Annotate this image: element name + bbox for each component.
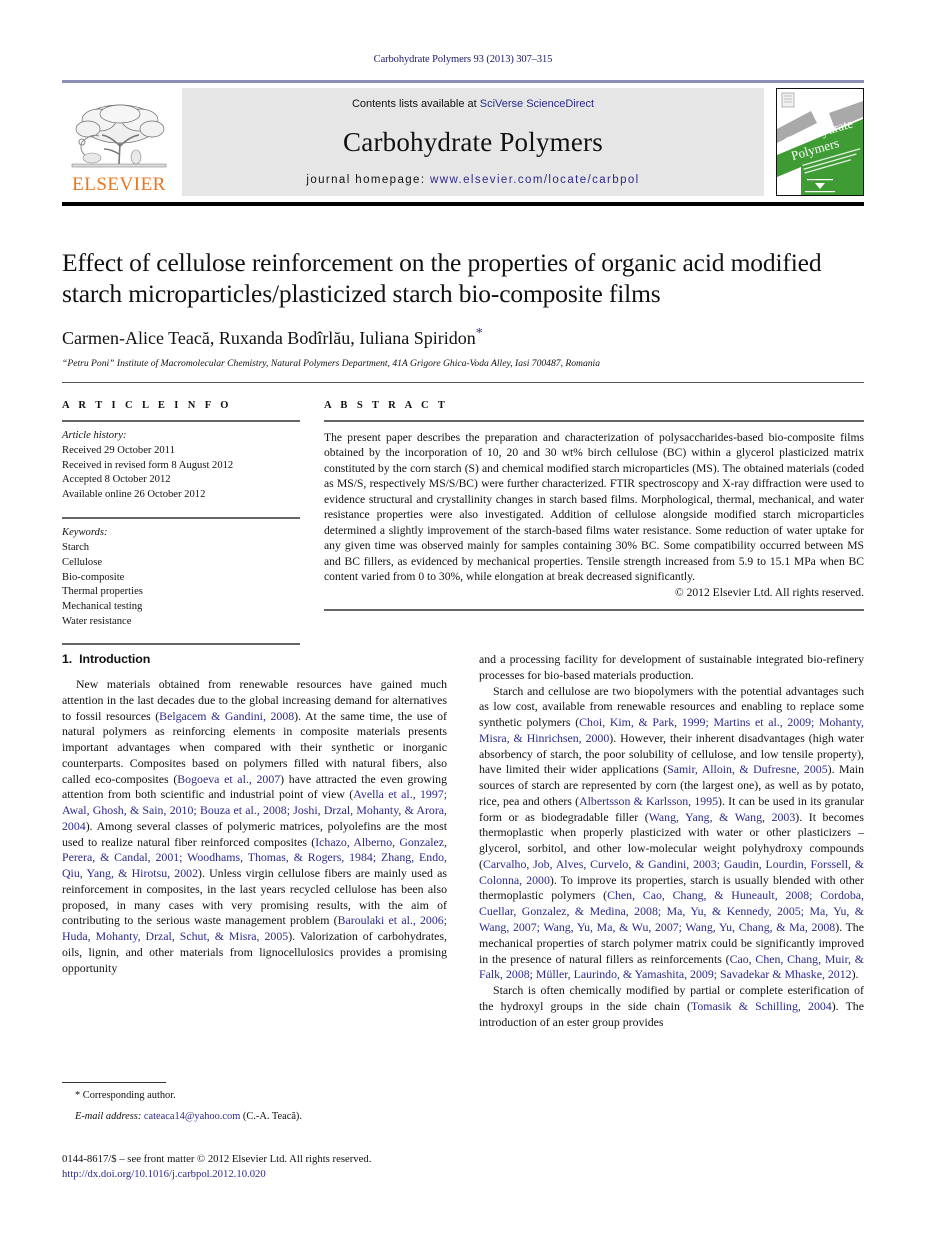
footnote-rule: [62, 1082, 166, 1083]
corresponding-author-marker: *: [475, 325, 483, 341]
page-footer: 0144-8617/$ – see front matter © 2012 El…: [62, 1152, 562, 1183]
journal-banner: Contents lists available at SciVerse Sci…: [182, 88, 764, 196]
body-columns: 1. Introduction New materials obtained fr…: [62, 652, 864, 1030]
article-info-bottom-rule: [62, 642, 300, 645]
title-divider: [62, 381, 864, 383]
keyword-item: Bio-composite: [62, 571, 125, 583]
footnote-email-line: E-mail address: cateaca14@yahoo.com (C.-…: [62, 1110, 447, 1125]
abstract-column: A B S T R A C T The present paper descri…: [324, 400, 864, 645]
journal-homepage-line: journal homepage: www.elsevier.com/locat…: [306, 174, 639, 186]
abstract-copyright: © 2012 Elsevier Ltd. All rights reserved…: [674, 585, 864, 599]
history-item: Accepted 8 October 2012: [62, 474, 171, 486]
sciencedirect-link[interactable]: SciVerse ScienceDirect: [479, 98, 595, 110]
article-info-heading: A R T I C L E I N F O: [62, 400, 232, 411]
keyword-item: Cellulose: [62, 556, 103, 568]
doi-link[interactable]: http://dx.doi.org/10.1016/j.carbpol.2012…: [62, 1168, 266, 1181]
keyword-item: Water resistance: [62, 616, 132, 628]
body-column-right: and a processing facility for developmen…: [479, 652, 864, 1030]
journal-masthead: ELSEVIER Contents lists available at Sci…: [62, 80, 864, 206]
footnote-corresponding: * Corresponding author.: [75, 1090, 176, 1101]
homepage-label: journal homepage:: [306, 174, 426, 186]
contents-line: Contents lists available at SciVerse Sci…: [352, 98, 594, 110]
title-block: Effect of cellulose reinforcement on the…: [62, 248, 864, 383]
paragraph: Starch and cellulose are two biopolymers…: [479, 683, 865, 982]
info-abstract-area: A R T I C L E I N F O Article history: R…: [62, 400, 864, 645]
elsevier-tree-icon: [66, 102, 172, 174]
keyword-item: Starch: [62, 541, 90, 553]
keywords-label: Keywords:: [62, 527, 108, 539]
homepage-url-link[interactable]: www.elsevier.com/locate/carbpol: [430, 174, 640, 186]
abstract-rule: [324, 420, 864, 422]
abstract-bottom-rule: [324, 608, 864, 611]
abstract-heading: A B S T R A C T: [324, 400, 449, 411]
section-title: Introduction: [79, 652, 151, 666]
section-heading-introduction: 1. Introduction: [62, 652, 447, 666]
paragraph: Starch is often chemically modified by p…: [479, 983, 864, 1029]
email-link[interactable]: cateaca14@yahoo.com: [143, 1110, 241, 1122]
section-number: 1.: [62, 652, 73, 666]
author-list: Carmen-Alice Teacă, Ruxanda Bodîrlău, Iu…: [62, 326, 864, 349]
keywords-list: Keywords: Starch Cellulose Bio-composite…: [62, 526, 300, 630]
email-suffix: (C.-A. Teacă).: [242, 1110, 302, 1122]
elsevier-wordmark: ELSEVIER: [72, 174, 166, 195]
masthead-top-rule: [62, 80, 864, 83]
affiliation: “Petru Poni” Institute of Macromolecular…: [62, 357, 601, 369]
history-item: Received in revised form 8 August 2012: [62, 459, 234, 471]
article-info-column: A R T I C L E I N F O Article history: R…: [62, 400, 300, 645]
history-item: Received 29 October 2011: [62, 444, 175, 456]
keywords-top-rule: [62, 517, 300, 520]
elsevier-logo: ELSEVIER: [62, 88, 176, 196]
article-info-rule: [62, 420, 300, 422]
keyword-item: Mechanical testing: [62, 601, 143, 613]
running-head: Carbohydrate Polymers 93 (2013) 307–315: [373, 54, 553, 65]
masthead-bottom-rule: [62, 202, 864, 206]
body-column-left: 1. Introduction New materials obtained fr…: [62, 652, 447, 1030]
paragraph: New materials obtained from renewable re…: [62, 677, 448, 975]
corresponding-author-footnote: * Corresponding author. E-mail address: …: [62, 1082, 447, 1125]
front-matter-line: 0144-8617/$ – see front matter © 2012 El…: [62, 1153, 372, 1165]
article-history-label: Article history:: [62, 430, 127, 441]
history-item: Available online 26 October 2012: [62, 489, 206, 501]
page-title: Effect of cellulose reinforcement on the…: [62, 248, 822, 308]
keyword-item: Thermal properties: [62, 586, 143, 598]
article-history: Article history: Received 29 October 201…: [62, 429, 300, 503]
authors-text: Carmen-Alice Teacă, Ruxanda Bodîrlău, Iu…: [62, 327, 476, 348]
journal-title: Carbohydrate Polymers: [343, 126, 603, 157]
journal-cover-thumbnail: Carbohydrate Polymers: [776, 88, 864, 196]
abstract-text: The present paper describes the preparat…: [324, 431, 864, 584]
email-label: E-mail address:: [75, 1110, 142, 1122]
contents-prefix: Contents lists available at: [351, 98, 480, 110]
paragraph: and a processing facility for developmen…: [479, 652, 864, 682]
